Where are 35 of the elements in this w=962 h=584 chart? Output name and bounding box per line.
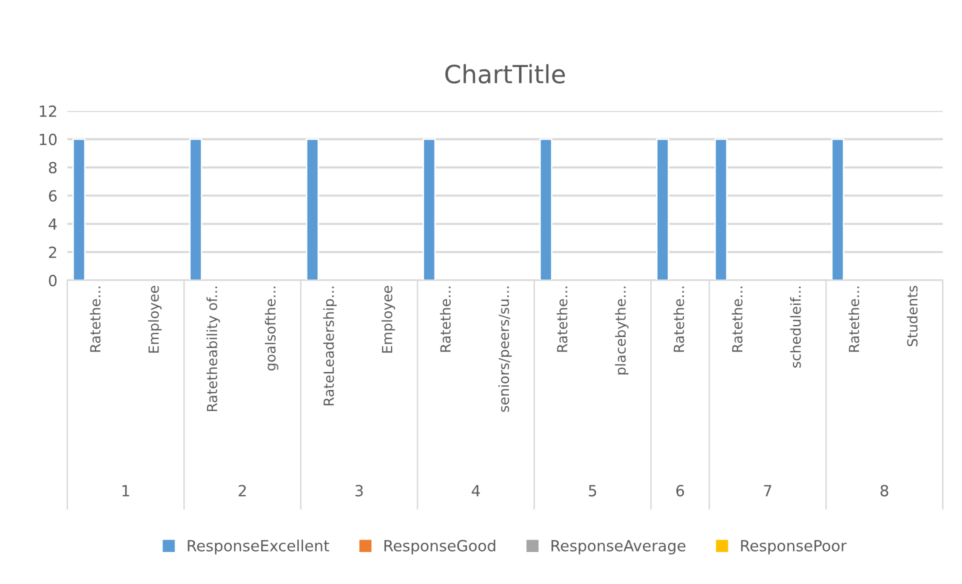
y-tick-label: 0 [48,274,57,286]
text: 4 [472,485,480,496]
x-tick-label: Ratethe... [732,286,743,352]
text: 6 [676,484,684,496]
text: 8 [880,484,888,496]
text: 1 [122,485,130,496]
y-tick-label: 10 [40,134,57,146]
x-tick-label: RateLeadership... [323,286,337,406]
x-tick-label: scheduleif... [790,286,801,368]
x-tick-label: Ratethe... [90,286,101,352]
legend-label: ResponsePoor [741,540,847,554]
text: 3 [355,484,363,496]
legend-label: ResponseExcellent [188,540,330,554]
x-tick-label: Ratethe... [440,286,451,352]
x-tick-label: placebythe... [615,286,628,374]
legend-label: ResponseGood [384,540,496,554]
text: 5 [588,485,596,496]
y-tick-label: 4 [48,218,57,230]
y-tick-label: 12 [40,105,56,117]
x-tick-label: Ratethe... [848,286,860,352]
x-tick-label: Students [906,286,918,346]
y-tick-label: 8 [48,162,57,174]
x-tick-label: Ratethe... [673,286,684,352]
x-tick-label: seniors/peers/su... [498,286,512,412]
x-tick-label: Ratetheability of... [206,286,220,412]
text: 2 [238,484,246,496]
legend-label: ResponseAverage [552,540,686,554]
chart-title: ChartTitle [445,64,565,84]
text: 7 [764,485,772,496]
x-tick-label: Employee [382,286,396,353]
x-tick-label: Employee [148,286,162,353]
x-tick-label: Ratethe... [556,286,568,352]
y-tick-label: 6 [48,190,57,202]
y-tick-label: 2 [49,246,56,258]
x-tick-label: goalsofthe... [264,286,278,371]
